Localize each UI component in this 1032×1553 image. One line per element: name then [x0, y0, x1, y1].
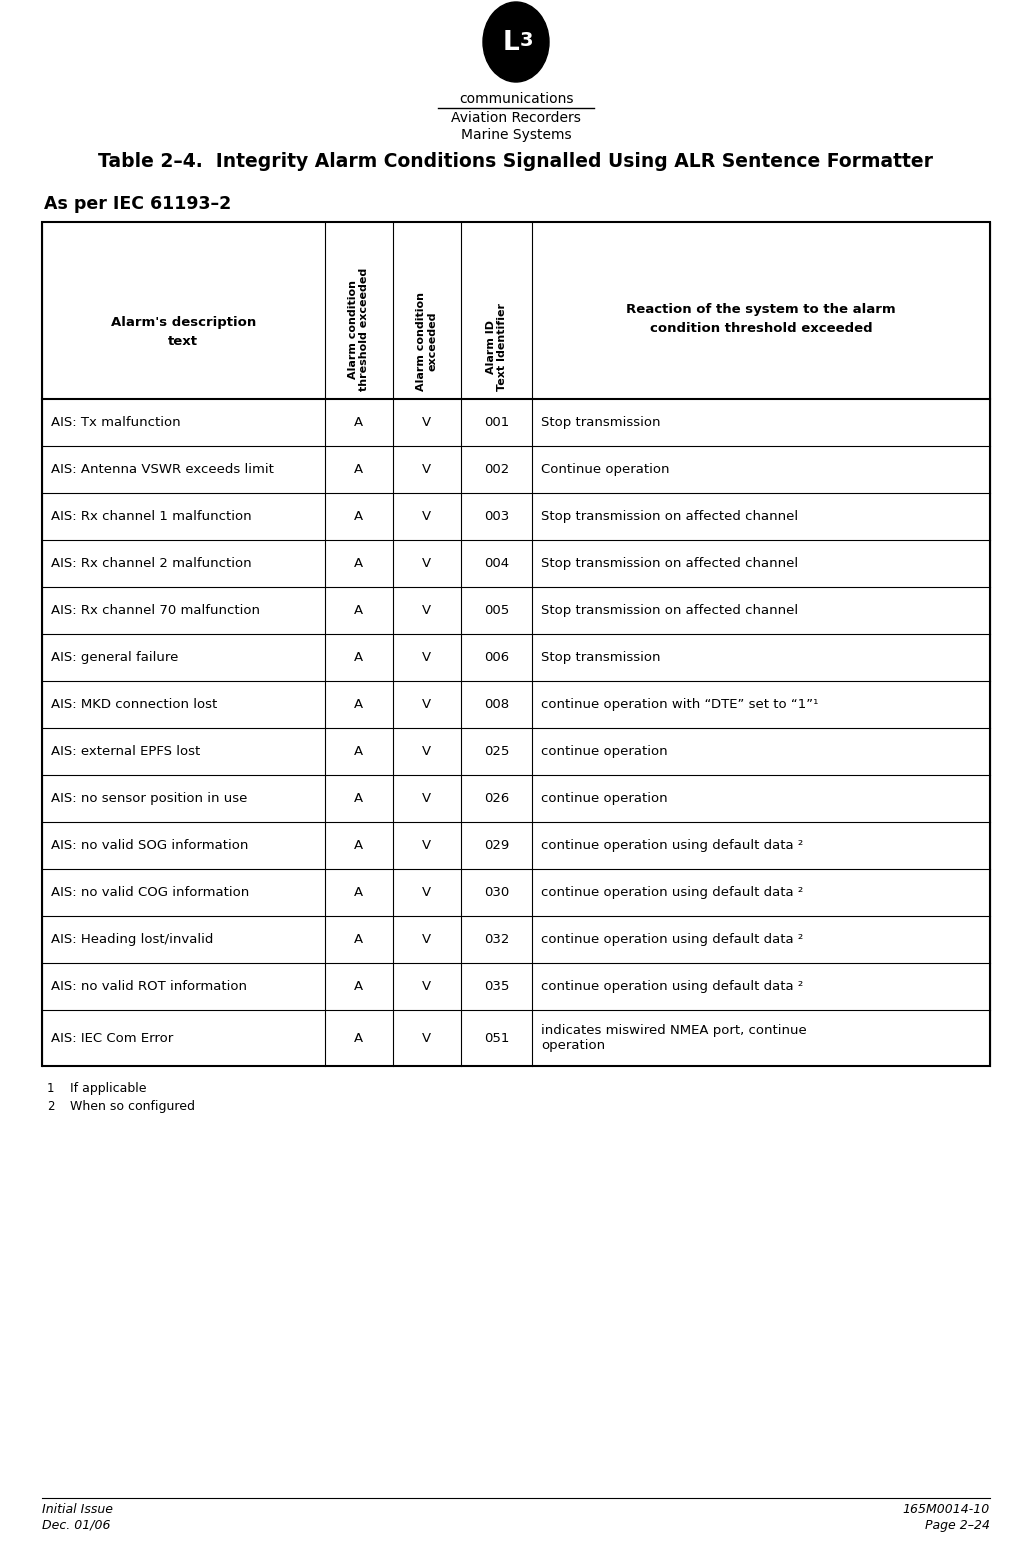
Text: continue operation using default data ²: continue operation using default data ²: [541, 933, 803, 946]
Text: 1: 1: [47, 1082, 55, 1095]
Text: V: V: [422, 558, 431, 570]
Text: Initial Issue: Initial Issue: [42, 1503, 112, 1516]
Text: When so configured: When so configured: [70, 1100, 195, 1114]
Text: 165M0014-10: 165M0014-10: [903, 1503, 990, 1516]
Text: If applicable: If applicable: [70, 1082, 147, 1095]
Text: AIS: Rx channel 70 malfunction: AIS: Rx channel 70 malfunction: [51, 604, 260, 617]
Text: 051: 051: [484, 1031, 509, 1045]
Text: 006: 006: [484, 651, 509, 665]
Text: V: V: [422, 697, 431, 711]
Text: 026: 026: [484, 792, 509, 804]
Text: A: A: [354, 651, 363, 665]
Text: 003: 003: [484, 509, 509, 523]
Text: AIS: Antenna VSWR exceeds limit: AIS: Antenna VSWR exceeds limit: [51, 463, 273, 477]
Text: continue operation: continue operation: [541, 792, 668, 804]
Text: 002: 002: [484, 463, 509, 477]
Text: 029: 029: [484, 839, 509, 853]
Text: Table 2–4.  Integrity Alarm Conditions Signalled Using ALR Sentence Formatter: Table 2–4. Integrity Alarm Conditions Si…: [98, 152, 934, 171]
Text: 008: 008: [484, 697, 509, 711]
Text: As per IEC 61193–2: As per IEC 61193–2: [44, 196, 231, 213]
Text: V: V: [422, 839, 431, 853]
Text: Dec. 01/06: Dec. 01/06: [42, 1519, 110, 1531]
Text: AIS: MKD connection lost: AIS: MKD connection lost: [51, 697, 218, 711]
Text: AIS: external EPFS lost: AIS: external EPFS lost: [51, 745, 200, 758]
Text: A: A: [354, 558, 363, 570]
Text: continue operation with “DTE” set to “1”¹: continue operation with “DTE” set to “1”…: [541, 697, 818, 711]
Text: A: A: [354, 697, 363, 711]
Text: A: A: [354, 980, 363, 992]
Text: A: A: [354, 933, 363, 946]
Text: V: V: [422, 980, 431, 992]
Text: indicates miswired NMEA port, continue
operation: indicates miswired NMEA port, continue o…: [541, 1023, 807, 1051]
Text: Alarm condition
threshold exceeded: Alarm condition threshold exceeded: [348, 267, 369, 391]
Text: AIS: general failure: AIS: general failure: [51, 651, 179, 665]
Text: V: V: [422, 887, 431, 899]
Text: A: A: [354, 839, 363, 853]
Text: continue operation using default data ²: continue operation using default data ²: [541, 839, 803, 853]
Text: V: V: [422, 933, 431, 946]
Text: 005: 005: [484, 604, 509, 617]
Text: 035: 035: [484, 980, 509, 992]
Text: continue operation using default data ²: continue operation using default data ²: [541, 887, 803, 899]
Ellipse shape: [483, 2, 549, 82]
Text: AIS: Heading lost/invalid: AIS: Heading lost/invalid: [51, 933, 214, 946]
Text: AIS: Rx channel 1 malfunction: AIS: Rx channel 1 malfunction: [51, 509, 252, 523]
Text: Aviation Recorders: Aviation Recorders: [451, 110, 581, 124]
Text: V: V: [422, 604, 431, 617]
Text: AIS: no valid SOG information: AIS: no valid SOG information: [51, 839, 249, 853]
Text: V: V: [422, 509, 431, 523]
Text: 004: 004: [484, 558, 509, 570]
Text: A: A: [354, 509, 363, 523]
Text: Reaction of the system to the alarm
condition threshold exceeded: Reaction of the system to the alarm cond…: [626, 303, 896, 335]
Text: Alarm's description
text: Alarm's description text: [110, 315, 256, 348]
Text: 030: 030: [484, 887, 509, 899]
Text: AIS: Tx malfunction: AIS: Tx malfunction: [51, 416, 181, 429]
Text: V: V: [422, 416, 431, 429]
Text: Marine Systems: Marine Systems: [460, 127, 572, 141]
Text: V: V: [422, 745, 431, 758]
Text: Alarm condition
exceeded: Alarm condition exceeded: [416, 292, 438, 391]
Text: continue operation: continue operation: [541, 745, 668, 758]
Text: V: V: [422, 1031, 431, 1045]
Text: Continue operation: Continue operation: [541, 463, 670, 477]
Text: AIS: Rx channel 2 malfunction: AIS: Rx channel 2 malfunction: [51, 558, 252, 570]
Text: V: V: [422, 792, 431, 804]
Text: A: A: [354, 792, 363, 804]
Text: 001: 001: [484, 416, 509, 429]
Text: Stop transmission: Stop transmission: [541, 651, 660, 665]
Text: A: A: [354, 604, 363, 617]
Text: Alarm ID
Text Identifier: Alarm ID Text Identifier: [486, 303, 508, 391]
Text: Stop transmission on affected channel: Stop transmission on affected channel: [541, 604, 798, 617]
Bar: [42, 222, 990, 1065]
Text: 3: 3: [519, 31, 533, 50]
Text: L: L: [503, 30, 519, 56]
Text: A: A: [354, 463, 363, 477]
Text: Stop transmission on affected channel: Stop transmission on affected channel: [541, 509, 798, 523]
Text: AIS: no sensor position in use: AIS: no sensor position in use: [51, 792, 248, 804]
Text: A: A: [354, 1031, 363, 1045]
Text: 025: 025: [484, 745, 509, 758]
Text: V: V: [422, 463, 431, 477]
Text: 032: 032: [484, 933, 509, 946]
Text: 2: 2: [47, 1100, 55, 1114]
Text: A: A: [354, 416, 363, 429]
Text: AIS: no valid ROT information: AIS: no valid ROT information: [51, 980, 247, 992]
Text: Page 2–24: Page 2–24: [925, 1519, 990, 1531]
Text: AIS: IEC Com Error: AIS: IEC Com Error: [51, 1031, 173, 1045]
Text: Stop transmission on affected channel: Stop transmission on affected channel: [541, 558, 798, 570]
Text: continue operation using default data ²: continue operation using default data ²: [541, 980, 803, 992]
Text: Stop transmission: Stop transmission: [541, 416, 660, 429]
Text: V: V: [422, 651, 431, 665]
Text: A: A: [354, 745, 363, 758]
Text: communications: communications: [459, 92, 573, 106]
Text: AIS: no valid COG information: AIS: no valid COG information: [51, 887, 250, 899]
Text: A: A: [354, 887, 363, 899]
